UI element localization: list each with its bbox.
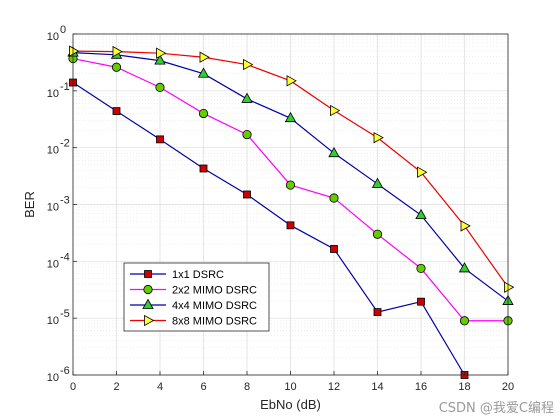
data-point	[243, 58, 254, 71]
x-tick-label: 8	[244, 381, 250, 393]
y-tick-exponent: -6	[60, 365, 70, 377]
y-tick-exponent: -2	[60, 138, 70, 150]
data-point	[69, 45, 80, 57]
y-tick-exponent: -5	[60, 308, 70, 320]
data-point	[372, 229, 383, 239]
data-point	[241, 92, 253, 103]
series-1	[69, 78, 469, 379]
legend-marker	[142, 298, 154, 309]
data-point	[458, 262, 471, 273]
x-tick-label: 6	[200, 381, 206, 393]
y-tick-exponent: -3	[60, 195, 70, 207]
data-point	[417, 297, 425, 306]
y-tick-label: 10	[47, 145, 59, 157]
data-point	[330, 245, 338, 253]
x-tick-label: 16	[415, 381, 427, 393]
data-point	[156, 135, 164, 144]
data-point	[460, 220, 471, 232]
data-point	[284, 111, 297, 123]
data-point	[285, 180, 296, 190]
data-point	[504, 281, 515, 293]
data-point	[242, 129, 252, 140]
data-point	[156, 47, 167, 59]
y-tick-label: 10	[47, 315, 59, 327]
x-tick-label: 12	[328, 381, 340, 393]
data-point	[373, 308, 382, 316]
data-point	[328, 146, 340, 158]
y-axis-label: BER	[22, 191, 37, 218]
x-tick-label: 0	[70, 381, 76, 393]
x-tick-label: 14	[371, 381, 383, 393]
data-point	[286, 75, 297, 87]
data-point	[155, 82, 165, 92]
y-tick-exponent: -4	[60, 251, 70, 263]
data-point	[112, 107, 121, 115]
x-tick-label: 10	[284, 381, 296, 393]
y-tick-exponent: 0	[60, 24, 66, 36]
watermark: CSDN @我爱C编程	[438, 401, 554, 416]
x-axis-label: EbNo (dB)	[260, 397, 321, 412]
y-tick-label: 10	[47, 372, 59, 384]
legend: 1x1 DSRC 2x2 MIMO DSRC 4x4 MIMO DSRC 8x8 MI…	[123, 262, 270, 332]
y-tick-label: 10	[47, 88, 59, 100]
y-tick-label: 10	[47, 202, 59, 214]
data-point	[415, 208, 427, 220]
legend-label: 8x8 MIMO DSRC	[172, 316, 257, 328]
series-group	[67, 45, 515, 379]
x-axis-ticks: 0 2 4 6 8 10 12 14 16 18 20	[70, 371, 514, 393]
legend-label: 1x1 DSRC	[172, 269, 224, 281]
data-point	[154, 54, 166, 65]
y-tick-label: 10	[47, 258, 59, 270]
data-point	[373, 131, 384, 144]
legend-marker	[143, 284, 153, 295]
series-4	[69, 45, 515, 293]
y-tick-exponent: -1	[60, 81, 70, 93]
data-point	[198, 108, 209, 119]
data-point	[459, 316, 470, 326]
data-point	[197, 67, 210, 78]
x-tick-label: 2	[113, 381, 119, 393]
data-point	[286, 221, 295, 230]
x-tick-label: 20	[502, 381, 514, 393]
data-point	[199, 51, 210, 63]
legend-marker	[144, 314, 155, 327]
data-point	[330, 104, 341, 117]
data-point	[199, 164, 208, 173]
data-point	[243, 190, 251, 199]
y-tick-label: 10	[47, 31, 59, 43]
data-point	[112, 45, 123, 58]
data-point	[416, 263, 426, 274]
x-tick-label: 18	[458, 381, 470, 393]
legend-label: 2x2 MIMO DSRC	[172, 285, 257, 297]
data-point	[417, 166, 428, 178]
data-point	[329, 193, 339, 203]
series-line	[72, 82, 466, 376]
legend-marker	[144, 270, 152, 278]
x-tick-label: 4	[157, 381, 163, 393]
data-point	[371, 177, 384, 188]
legend-label: 4x4 MIMO DSRC	[172, 300, 257, 312]
data-point	[111, 62, 122, 72]
